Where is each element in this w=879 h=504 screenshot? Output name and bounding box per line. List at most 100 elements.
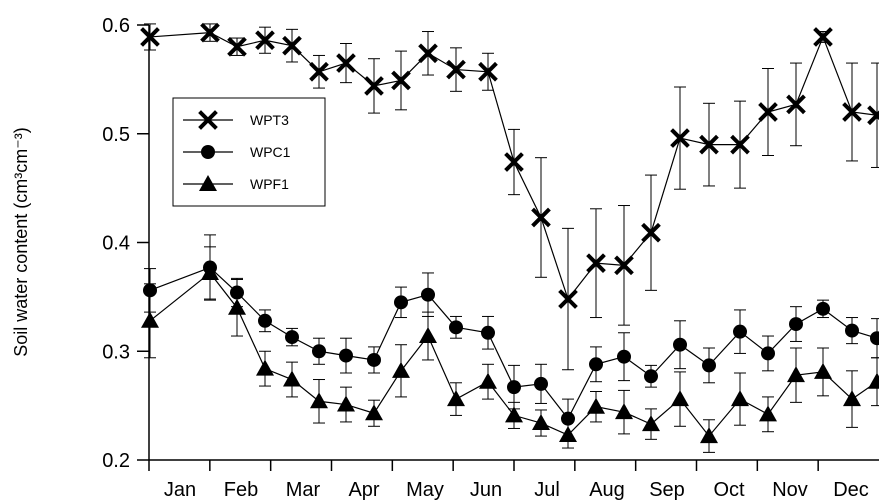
- data-point-x: [558, 289, 578, 309]
- x-tick-label: Jun: [470, 479, 502, 501]
- data-point-triangle: [787, 366, 805, 383]
- data-point-circle: [816, 301, 830, 316]
- legend-label: WPT3: [250, 112, 289, 128]
- data-point-x: [842, 102, 862, 122]
- series-wpt3: [140, 22, 879, 371]
- data-point-circle: [589, 357, 603, 372]
- data-point-x: [255, 30, 275, 51]
- x-tick-label: Mar: [286, 479, 321, 501]
- data-point-triangle: [843, 390, 861, 407]
- x-tick-label: Apr: [348, 479, 379, 501]
- legend-label: WPC1: [250, 144, 291, 160]
- data-point-x: [336, 53, 356, 73]
- data-point-circle: [201, 145, 215, 159]
- data-point-x: [531, 207, 551, 228]
- data-point-x: [730, 134, 750, 155]
- data-point-circle: [339, 348, 353, 363]
- data-point-x: [282, 35, 302, 56]
- data-point-circle: [394, 295, 408, 310]
- x-tick-label: Oct: [713, 479, 745, 501]
- data-point-triangle: [392, 361, 410, 378]
- data-point-triangle: [700, 427, 718, 444]
- data-point-triangle: [337, 395, 355, 412]
- y-tick-label: 0.6: [102, 15, 130, 37]
- data-point-circle: [367, 352, 381, 367]
- data-point-x: [758, 102, 778, 122]
- data-point-triangle: [310, 392, 328, 409]
- data-point-triangle: [505, 406, 523, 423]
- data-point-x: [227, 36, 247, 57]
- data-point-triangle: [868, 372, 879, 389]
- data-point-x: [586, 253, 606, 273]
- data-point-circle: [617, 349, 631, 364]
- data-point-triangle: [419, 327, 437, 344]
- x-ticks: Jan Feb Mar Apr May Jun Jul Aug Sep Oct Nov Dec: [148, 460, 869, 501]
- data-point-x: [140, 27, 160, 47]
- data-point-circle: [702, 358, 716, 373]
- data-point-x: [699, 134, 719, 155]
- data-point-circle: [534, 376, 548, 391]
- data-point-triangle: [532, 414, 550, 431]
- data-point-circle: [449, 320, 463, 335]
- x-tick-label: Jul: [534, 479, 560, 501]
- data-point-circle: [789, 317, 803, 332]
- data-point-triangle: [814, 362, 832, 379]
- data-point-triangle: [759, 405, 777, 422]
- data-point-triangle: [141, 311, 159, 328]
- data-point-triangle: [615, 403, 633, 420]
- data-point-x: [641, 222, 661, 243]
- data-point-triangle: [447, 390, 465, 407]
- data-point-triangle: [283, 370, 301, 387]
- series-wpf1: [141, 246, 879, 453]
- data-point-triangle: [587, 397, 605, 414]
- y-tick-label: 0.2: [102, 450, 130, 472]
- data-point-circle: [421, 287, 435, 302]
- data-point-x: [867, 105, 879, 126]
- series-wpc1: [143, 234, 879, 439]
- x-tick-label: May: [406, 479, 444, 501]
- data-point-x: [670, 128, 690, 148]
- data-point-circle: [673, 337, 687, 352]
- y-axis-title: Soil water content (cm³cm⁻³): [11, 127, 31, 357]
- data-point-x: [504, 152, 524, 172]
- data-point-x: [786, 94, 806, 115]
- x-tick-label: Sep: [649, 479, 685, 501]
- y-ticks: 0.2 0.3 0.4 0.5 0.6: [102, 15, 149, 472]
- data-point-x: [198, 110, 218, 130]
- data-point-triangle: [365, 404, 383, 421]
- data-point-triangle: [731, 390, 749, 407]
- x-tick-label: Dec: [833, 479, 869, 501]
- data-point-x: [364, 76, 384, 96]
- data-point-triangle: [199, 175, 217, 191]
- y-tick-label: 0.5: [102, 124, 130, 146]
- data-point-triangle: [228, 298, 246, 315]
- data-point-circle: [312, 344, 326, 359]
- data-point-triangle: [201, 263, 219, 280]
- data-point-circle: [481, 325, 495, 340]
- x-tick-label: Aug: [589, 479, 625, 501]
- data-point-circle: [644, 369, 658, 384]
- data-point-triangle: [642, 415, 660, 432]
- x-tick-label: Feb: [224, 479, 258, 501]
- data-point-x: [446, 59, 466, 80]
- legend-label: WPF1: [250, 176, 289, 192]
- data-point-triangle: [671, 390, 689, 407]
- data-point-triangle: [256, 359, 274, 376]
- data-point-x: [478, 61, 498, 82]
- data-point-circle: [733, 324, 747, 339]
- data-point-triangle: [559, 425, 577, 442]
- data-point-x: [813, 27, 833, 47]
- x-tick-label: Nov: [772, 479, 808, 501]
- x-tick-label: Jan: [164, 479, 196, 501]
- legend: WPT3 WPC1 WPF1: [172, 97, 326, 207]
- data-point-x: [200, 22, 220, 43]
- data-point-x: [614, 255, 634, 276]
- plot-area: [140, 22, 879, 453]
- data-point-circle: [870, 331, 879, 346]
- y-tick-label: 0.4: [102, 233, 130, 255]
- data-point-circle: [845, 323, 859, 338]
- data-point-circle: [507, 380, 521, 395]
- data-point-triangle: [479, 372, 497, 389]
- data-point-circle: [761, 346, 775, 361]
